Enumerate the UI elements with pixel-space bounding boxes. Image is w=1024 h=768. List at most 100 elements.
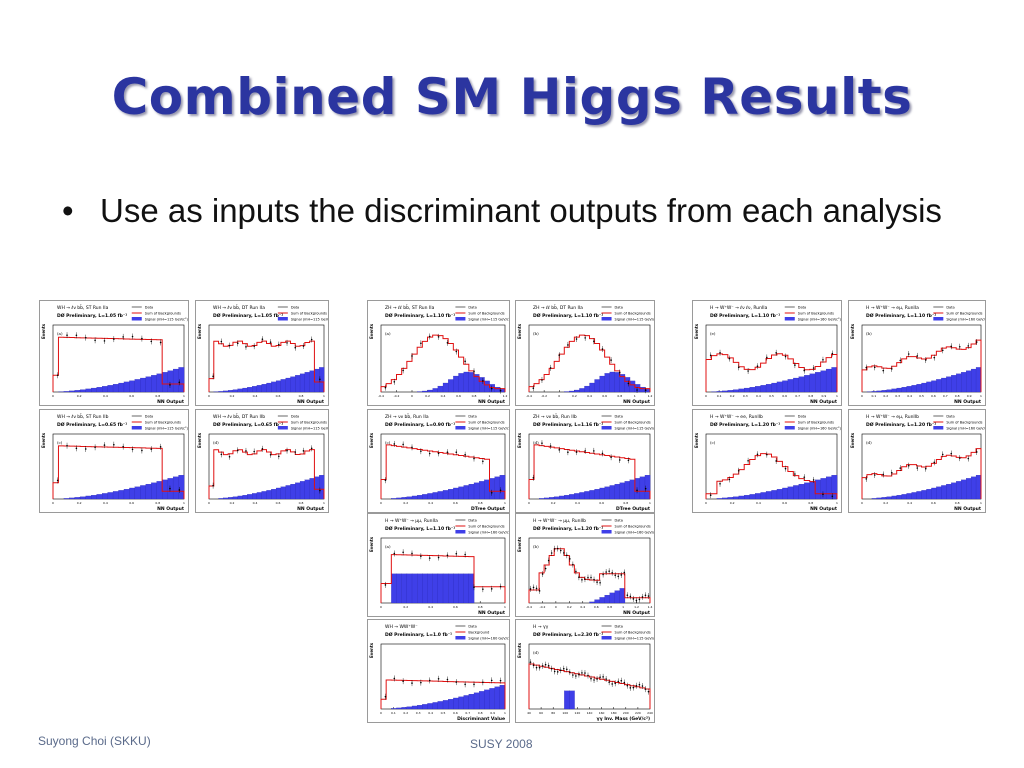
signal-bin [609, 485, 616, 500]
data-point [916, 467, 919, 469]
signal-bin [787, 379, 794, 393]
legend-background-label: Sum of Backgrounds [468, 312, 504, 316]
signal-bin [951, 375, 957, 393]
data-point [566, 554, 568, 557]
plot-wh-www: WH → WW⁺W⁻ DØ Preliminary, L=1.0 fb⁻¹ Data… [367, 619, 510, 723]
signal-bin [594, 489, 600, 500]
signal-bin [91, 387, 97, 393]
signal-bin [629, 479, 636, 500]
data-point [558, 354, 561, 356]
x-tick-label: -0.4 [526, 605, 532, 609]
legend-signal-swatch [784, 426, 795, 430]
signal-bin [815, 372, 821, 393]
signal-bin [123, 381, 130, 393]
data-point [899, 467, 902, 469]
signal-bin [304, 372, 310, 393]
x-axis-label: NN Output [623, 610, 651, 616]
x-tick-label: -0.4 [526, 394, 532, 398]
data-point [245, 346, 247, 348]
data-point [605, 678, 607, 680]
data-point [575, 451, 578, 453]
data-point [541, 665, 544, 667]
data-point [428, 452, 431, 455]
legend-signal-label: Signal (mH=115 GeV/c²) [468, 427, 509, 431]
x-tick-label: 1.2 [648, 394, 653, 398]
signal-bin [463, 485, 470, 500]
signal-bin [275, 487, 282, 500]
data-point [261, 338, 264, 340]
legend-data-label: Data [946, 415, 954, 419]
signal-bin [285, 377, 291, 393]
x-axis-label: NN Output [478, 610, 506, 616]
data-point [941, 349, 944, 352]
data-point [766, 356, 768, 359]
signal-bin [453, 697, 459, 710]
x-tick-label: 220 [635, 711, 641, 715]
data-point [499, 389, 502, 392]
signal-bin [396, 573, 402, 604]
data-point [286, 449, 288, 452]
signal-bin [970, 368, 977, 393]
x-tick-label: 0 [555, 605, 557, 609]
signal-bin [755, 386, 761, 393]
signal-bin [237, 388, 243, 393]
x-tick-label: 1 [504, 711, 506, 715]
signal-bin [406, 496, 413, 500]
data-point [756, 453, 759, 456]
signal-bin [639, 386, 646, 393]
signal-bin [589, 601, 595, 604]
data-point [584, 337, 586, 339]
data-point [446, 554, 449, 557]
x-tick-label: 0.4 [587, 394, 592, 398]
data-point [261, 448, 264, 450]
x-tick-label: 240 [647, 711, 653, 715]
data-point [575, 338, 578, 340]
plot-title: ZH → ℓℓ bb̄, DT Run IIa [533, 304, 583, 311]
signal-bin [91, 495, 97, 500]
signal-bin [956, 373, 962, 393]
plot-subtitle: DØ Preliminary, L=1.10 fb⁻¹ [385, 525, 455, 532]
x-tick-label: 0 [705, 501, 707, 505]
background-line [528, 334, 651, 392]
data-point [719, 351, 721, 354]
plot-zh-nnbb-run2a: ZH → νν bb̄, Run IIa DØ Preliminary, L=0.… [367, 409, 510, 513]
data-point [553, 548, 556, 550]
signal-bin [716, 498, 723, 500]
data-point [831, 495, 834, 498]
panel-label: (b) [533, 544, 539, 549]
data-point [384, 695, 387, 698]
data-point [775, 352, 777, 354]
data-point [578, 576, 580, 579]
data-point [572, 563, 574, 566]
data-point [538, 590, 541, 592]
data-point [529, 588, 532, 590]
signal-bin [401, 707, 408, 710]
signal-bin [448, 573, 454, 604]
data-point [94, 446, 96, 449]
signal-bin [458, 696, 464, 710]
data-point [635, 599, 638, 602]
signal-bin [634, 384, 641, 393]
legend-data-label: Data [468, 519, 476, 523]
data-point [402, 443, 404, 446]
x-tick-label: 1 [504, 605, 506, 609]
x-tick-label: 1 [323, 394, 325, 398]
signal-bin [941, 485, 947, 500]
signal-bin [484, 479, 490, 500]
signal-bin [247, 387, 253, 393]
data-point [490, 679, 493, 682]
signal-bin [926, 489, 932, 500]
x-tick-label: 0.6 [129, 394, 134, 398]
signal-bin [951, 482, 957, 500]
data-point [529, 661, 532, 663]
x-tick-label: 0.7 [795, 394, 800, 398]
x-tick-label: 0 [411, 394, 413, 398]
panel-label: (a) [385, 331, 391, 336]
signal-bin [798, 483, 805, 500]
data-point [302, 450, 305, 452]
signal-bin [624, 377, 631, 393]
signal-bin [247, 494, 253, 500]
legend-signal-label: Signal (mH=160 GeV/c²) [798, 318, 841, 322]
